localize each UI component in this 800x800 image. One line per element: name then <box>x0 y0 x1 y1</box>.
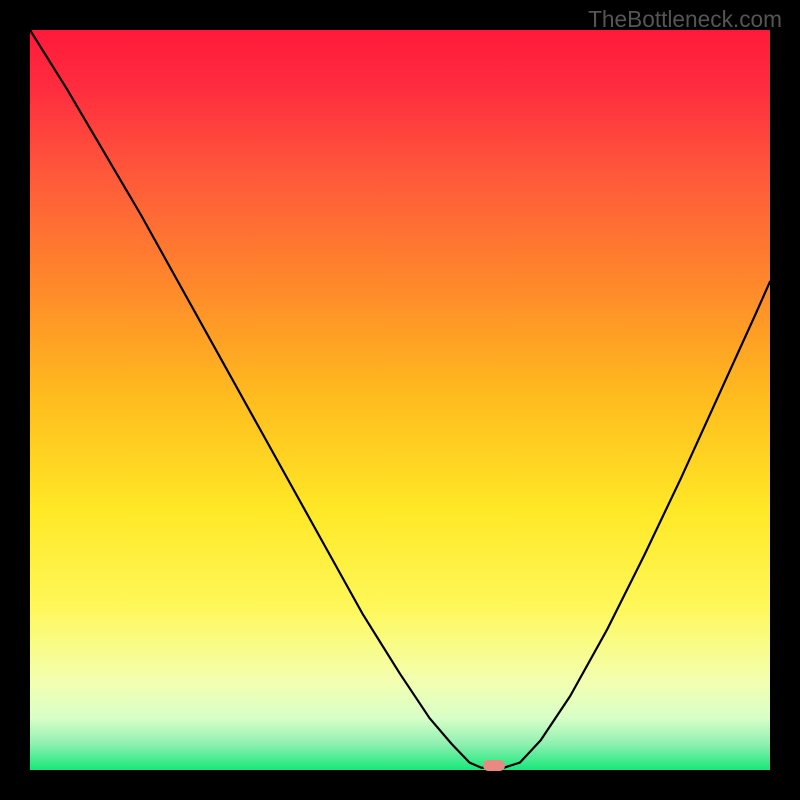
optimum-marker <box>483 760 505 772</box>
chart-frame: TheBottleneck.com <box>0 0 800 800</box>
plot-area <box>30 30 770 770</box>
watermark-text: TheBottleneck.com <box>588 6 782 33</box>
